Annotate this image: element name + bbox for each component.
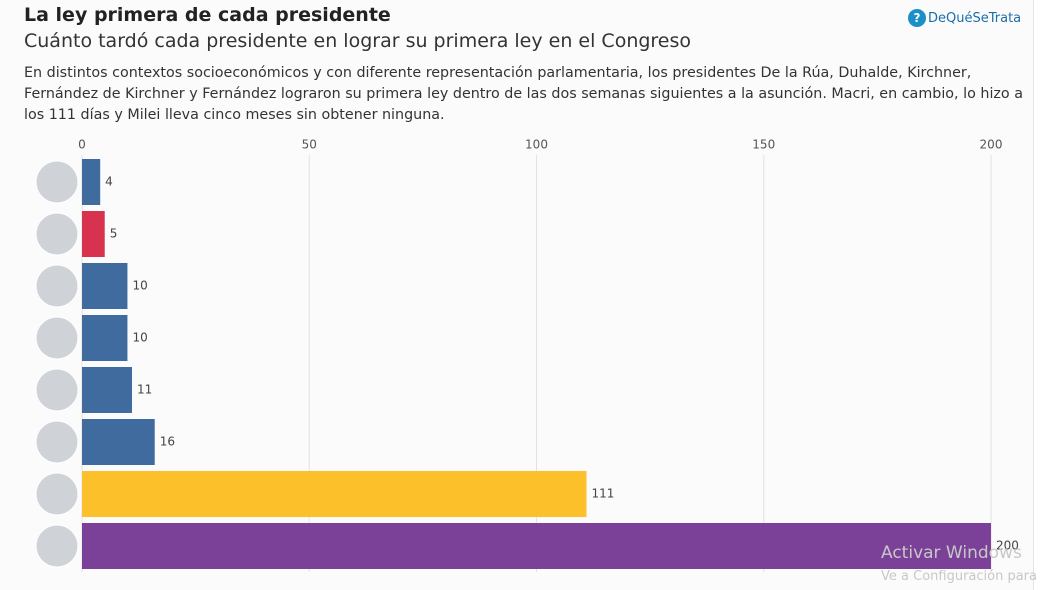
x-tick-label: 0 xyxy=(78,138,86,152)
x-tick-label: 150 xyxy=(752,138,775,152)
value-label: 200 xyxy=(996,539,1019,553)
avatar xyxy=(35,316,79,360)
logo-text: DeQuéSeTrata xyxy=(928,10,1022,26)
avatar xyxy=(35,368,79,412)
value-label: 11 xyxy=(137,383,152,397)
avatar xyxy=(35,420,79,464)
bar xyxy=(82,367,132,413)
avatar xyxy=(35,160,79,204)
bar xyxy=(82,263,128,309)
avatar xyxy=(35,524,79,568)
value-label: 10 xyxy=(132,279,147,293)
x-tick-label: 50 xyxy=(302,138,317,152)
x-tick-label: 200 xyxy=(980,138,1003,152)
bar xyxy=(82,419,155,465)
x-tick-label: 100 xyxy=(525,138,548,152)
bar xyxy=(82,523,991,569)
chart-subtitle: Cuánto tardó cada presidente en lograr s… xyxy=(24,30,692,52)
avatar xyxy=(35,264,79,308)
watermark-subtitle: Ve a Configuración para xyxy=(881,569,1037,584)
bar xyxy=(82,211,105,257)
value-label: 111 xyxy=(591,487,614,501)
bar xyxy=(82,159,101,205)
bar xyxy=(82,471,587,517)
watermark-title: Activar Windows xyxy=(881,543,1022,563)
logo[interactable]: ? DeQuéSeTrata xyxy=(908,9,1021,27)
bar xyxy=(82,315,128,361)
chart-title: La ley primera de cada presidente xyxy=(24,4,391,26)
value-label: 5 xyxy=(110,227,118,241)
logo-icon: ? xyxy=(908,9,926,27)
value-label: 4 xyxy=(105,175,113,189)
value-label: 10 xyxy=(132,331,147,345)
avatar xyxy=(35,472,79,516)
avatar xyxy=(35,212,79,256)
value-label: 16 xyxy=(160,435,175,449)
description: En distintos contextos socioeconómicos y… xyxy=(24,65,1023,123)
